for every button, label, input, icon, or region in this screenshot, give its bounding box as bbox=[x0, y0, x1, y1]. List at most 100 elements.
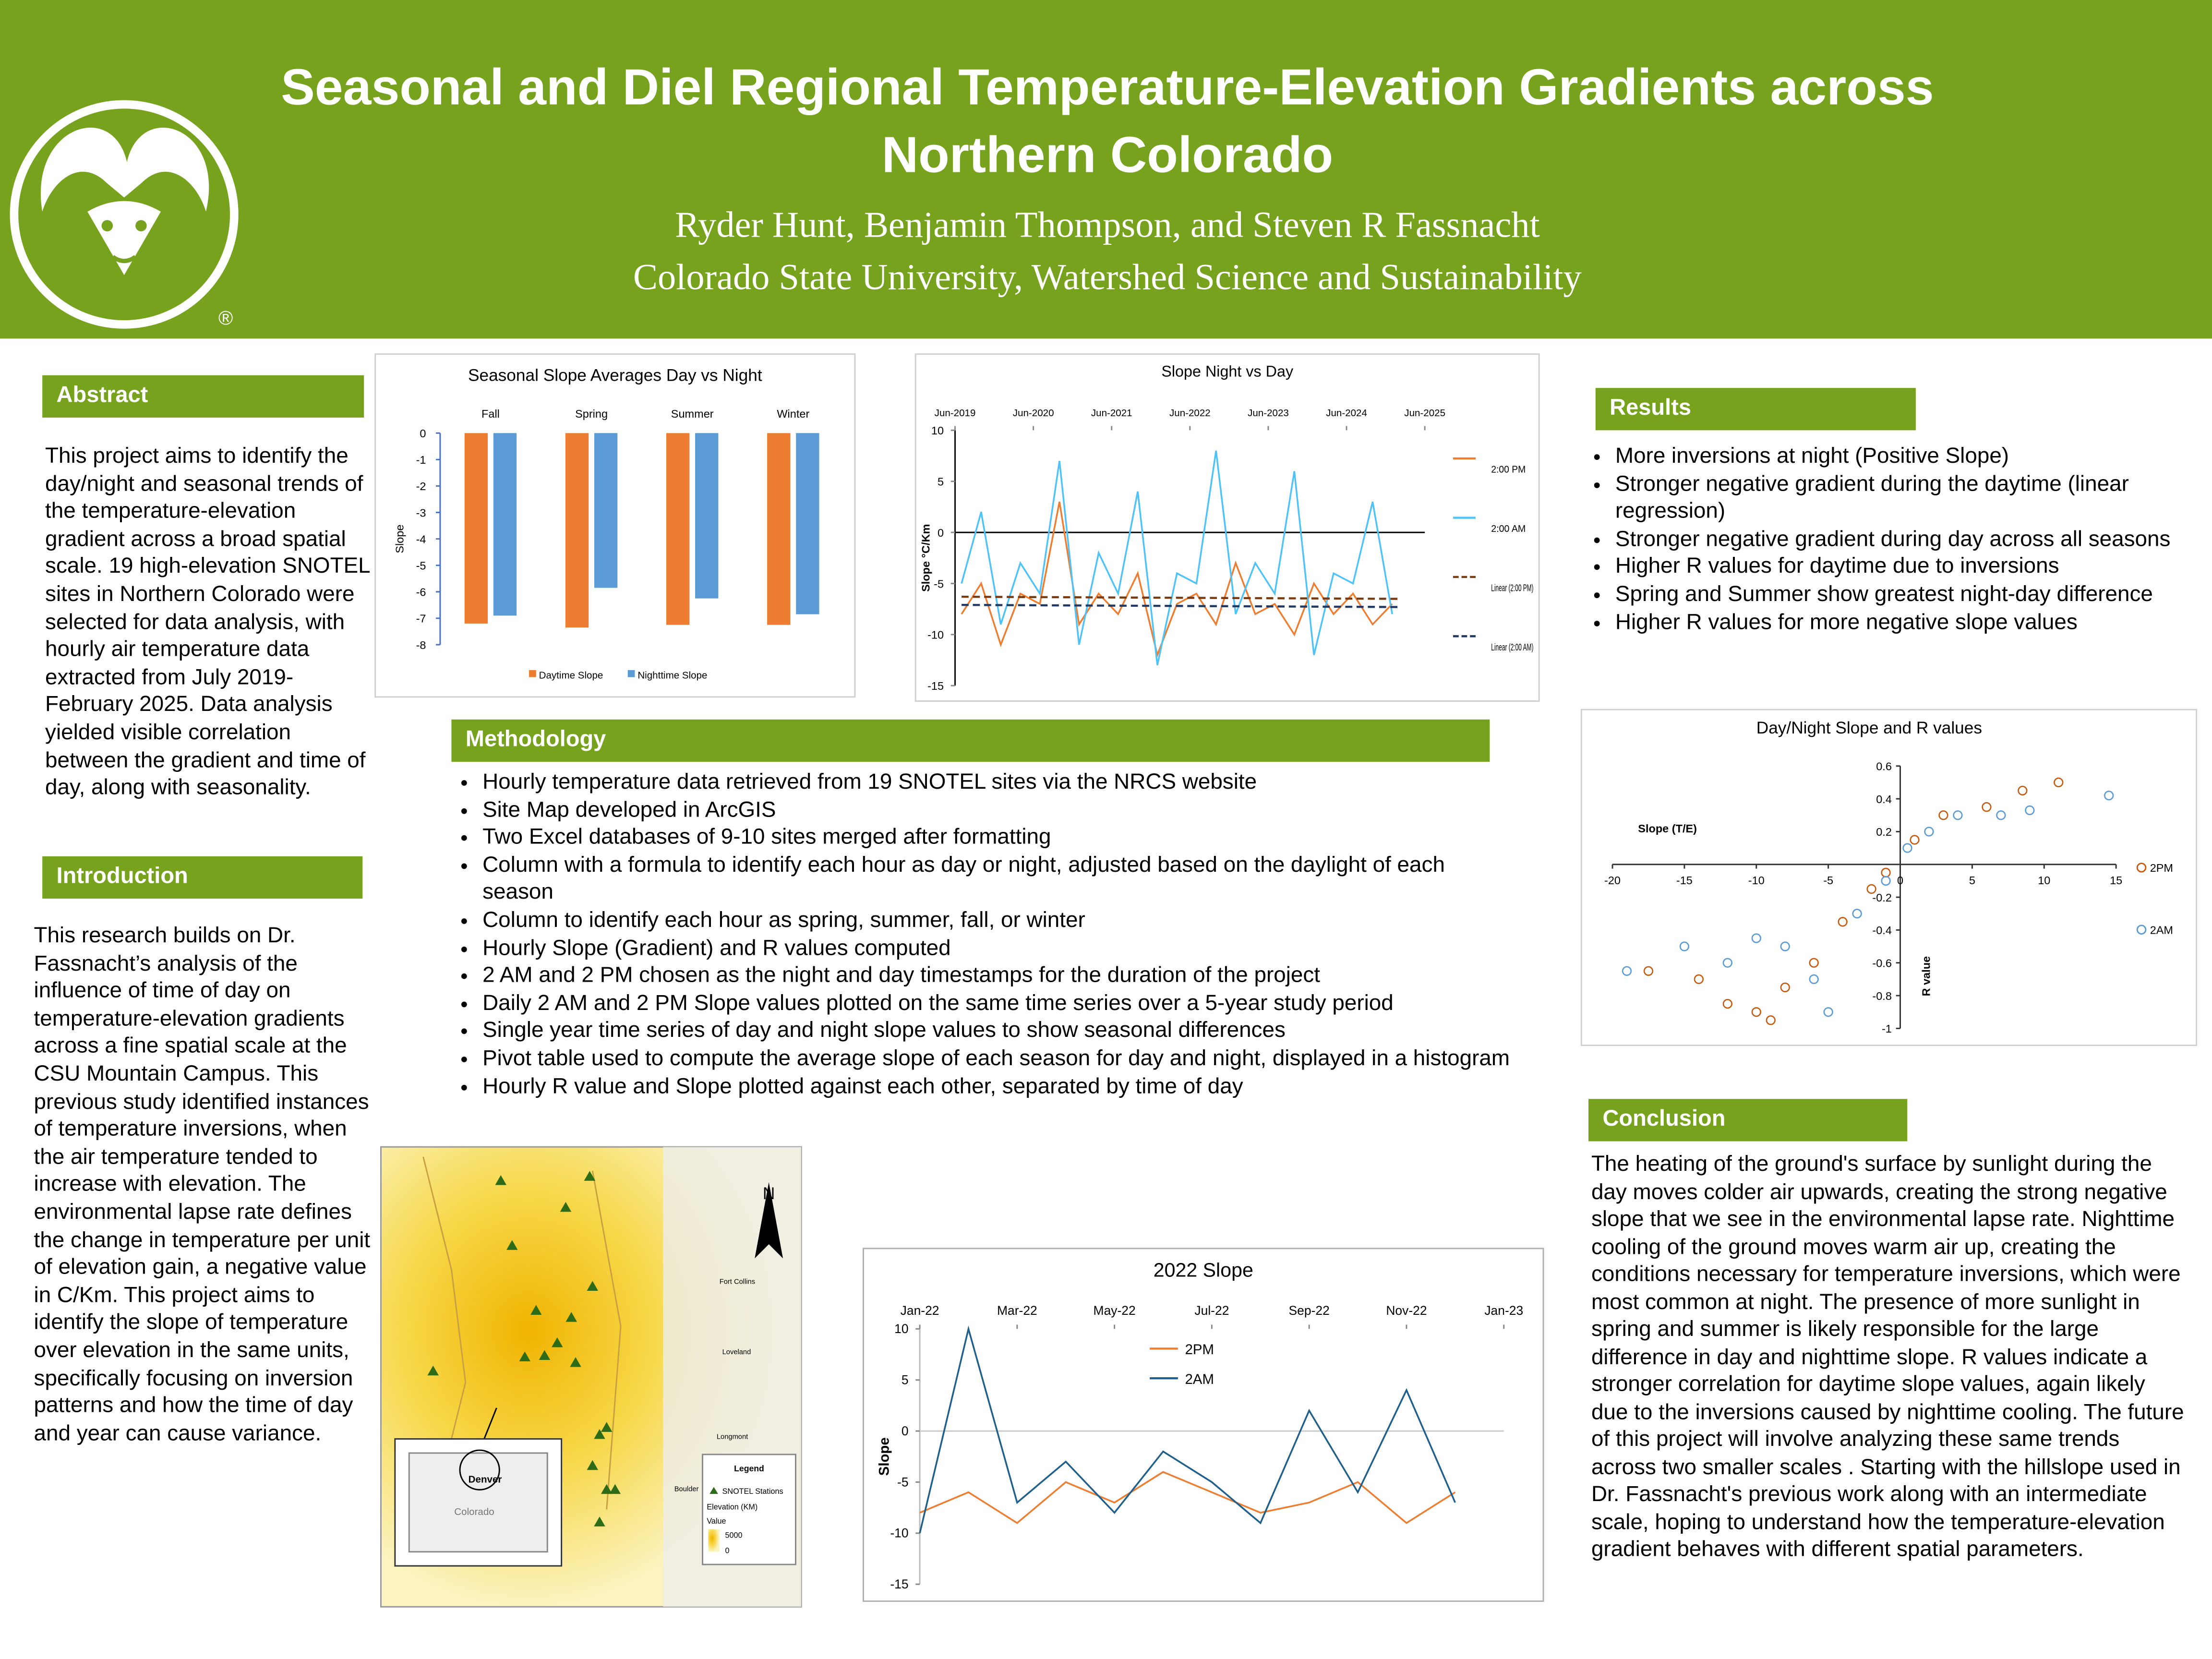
list-item: Column with a formula to identify each h… bbox=[482, 852, 1512, 907]
section-heading: Results bbox=[1595, 388, 1916, 431]
bar bbox=[695, 433, 719, 599]
x-tick-label: Jun-2023 bbox=[1248, 408, 1289, 419]
scatter-point bbox=[1938, 810, 1948, 820]
y-axis-label: Slope bbox=[876, 1437, 892, 1476]
scatter-point bbox=[1866, 884, 1876, 894]
series-line bbox=[962, 603, 1399, 608]
methodology-list: Hourly temperature data retrieved from 1… bbox=[454, 769, 1512, 1101]
x-tick-label: Jan-22 bbox=[901, 1303, 939, 1318]
x-tick-label: -15 bbox=[1676, 874, 1693, 887]
list-item: Site Map developed in ArcGIS bbox=[482, 796, 1512, 824]
map-label: Boulder bbox=[674, 1485, 699, 1493]
x-tick-label: -5 bbox=[1823, 874, 1833, 887]
legend-label: Nighttime Slope bbox=[637, 670, 707, 681]
chart-frame bbox=[863, 1248, 1544, 1602]
legend-label: 2AM bbox=[1185, 1371, 1214, 1387]
bar bbox=[767, 433, 791, 625]
legend-label: 2PM bbox=[2150, 862, 2173, 874]
scatter-point bbox=[1679, 941, 1690, 951]
conclusion-text: The heating of the ground's surface by s… bbox=[1591, 1152, 2184, 1562]
y-tick-label: -0.4 bbox=[1872, 924, 1892, 937]
category-label: Winter bbox=[777, 408, 809, 420]
x-tick-label: -20 bbox=[1604, 874, 1621, 887]
scatter-point bbox=[1910, 835, 1920, 845]
y-tick-label: -4 bbox=[416, 533, 426, 545]
list-item: Higher R values for daytime due to inver… bbox=[1615, 553, 2208, 581]
map-legend-title: Legend bbox=[734, 1464, 764, 1473]
legend-label: 2AM bbox=[2150, 924, 2173, 936]
authors: Ryder Hunt, Benjamin Thompson, and Steve… bbox=[675, 204, 1540, 246]
y-tick-label: -6 bbox=[416, 586, 426, 599]
scatter-point bbox=[1809, 958, 1819, 968]
y-axis-label: R value bbox=[1920, 956, 1932, 997]
y-tick-label: 5 bbox=[938, 476, 944, 488]
bar bbox=[666, 433, 690, 625]
header-band bbox=[0, 0, 2212, 339]
y-tick-label: 0.6 bbox=[1876, 760, 1892, 773]
list-item: More inversions at night (Positive Slope… bbox=[1615, 443, 2208, 471]
series-line bbox=[961, 501, 1393, 658]
y-tick-label: 0 bbox=[902, 1424, 909, 1438]
y-tick-label: -3 bbox=[416, 506, 426, 519]
scatter-point bbox=[1852, 909, 1862, 919]
list-item: Hourly temperature data retrieved from 1… bbox=[482, 769, 1512, 797]
y-tick-label: -5 bbox=[416, 560, 426, 572]
list-item: Column to identify each hour as spring, … bbox=[482, 907, 1512, 935]
legend-label: Linear (2:00 AM) bbox=[1491, 642, 1533, 653]
scatter-point bbox=[2054, 777, 2064, 788]
x-tick-label: Jun-2025 bbox=[1404, 408, 1445, 419]
x-tick-label: 10 bbox=[2038, 874, 2050, 887]
logo-mark: ® bbox=[218, 307, 233, 329]
scatter-point bbox=[1982, 802, 1992, 812]
section-heading: Methodology bbox=[451, 719, 1490, 762]
y-tick-label: -10 bbox=[927, 629, 944, 641]
x-tick-label: Jun-2024 bbox=[1326, 408, 1367, 419]
list-item: Hourly Slope (Gradient) and R values com… bbox=[482, 935, 1512, 962]
x-tick-label: Jun-2022 bbox=[1169, 408, 1211, 419]
map-label: Denver bbox=[469, 1474, 502, 1485]
legend-label: Linear (2:00 PM) bbox=[1491, 582, 1533, 593]
x-tick-label: Jul-22 bbox=[1194, 1303, 1229, 1318]
bar bbox=[565, 433, 589, 628]
scatter-point bbox=[1766, 1015, 1776, 1025]
map-label: Fort Collins bbox=[720, 1278, 755, 1286]
x-tick-label: -10 bbox=[1748, 874, 1765, 887]
y-tick-label: 5 bbox=[902, 1373, 909, 1387]
list-item: 2 AM and 2 PM chosen as the night and da… bbox=[482, 962, 1512, 990]
bar bbox=[464, 433, 488, 624]
y-axis-label: Slope °C/Km bbox=[920, 524, 932, 592]
list-item: Daily 2 AM and 2 PM Slope values plotted… bbox=[482, 990, 1512, 1018]
category-label: Fall bbox=[481, 408, 500, 420]
scatter-point bbox=[1924, 827, 1934, 837]
scatter-point bbox=[1902, 843, 1912, 853]
introduction-text: This research builds on Dr. Fassnacht’s … bbox=[34, 924, 371, 1446]
bar bbox=[594, 433, 618, 588]
legend-label: 2:00 PM bbox=[1491, 464, 1526, 475]
legend-label: 2:00 AM bbox=[1491, 523, 1526, 534]
scatter-point bbox=[1722, 958, 1732, 968]
scatter-point bbox=[1838, 917, 1848, 927]
x-tick-label: Jun-2019 bbox=[935, 408, 976, 419]
x-tick-label: May-22 bbox=[1094, 1303, 1136, 1318]
chart-title: Day/Night Slope and R values bbox=[1756, 719, 1982, 737]
x-axis-label: Slope (T/E) bbox=[1638, 822, 1697, 835]
y-tick-label: -5 bbox=[934, 577, 944, 590]
legend-swatch bbox=[2136, 863, 2147, 873]
x-tick-label: Jan-23 bbox=[1484, 1303, 1523, 1318]
scatter-point bbox=[1643, 966, 1654, 976]
logo: ® bbox=[10, 100, 239, 329]
chart-title: 2022 Slope bbox=[1154, 1259, 1253, 1281]
y-axis-label: Slope bbox=[393, 525, 406, 553]
y-tick-label: -10 bbox=[890, 1526, 908, 1540]
list-item: Stronger negative gradient during day ac… bbox=[1615, 526, 2208, 554]
y-tick-label: 10 bbox=[894, 1322, 908, 1336]
x-tick-label: 0 bbox=[1897, 874, 1903, 887]
legend-swatch bbox=[2136, 925, 2147, 935]
y-tick-label: -0.2 bbox=[1872, 891, 1892, 904]
y-tick-label: -1 bbox=[416, 454, 426, 466]
y-tick-label: -2 bbox=[416, 480, 426, 493]
scatter-point bbox=[2104, 791, 2114, 801]
